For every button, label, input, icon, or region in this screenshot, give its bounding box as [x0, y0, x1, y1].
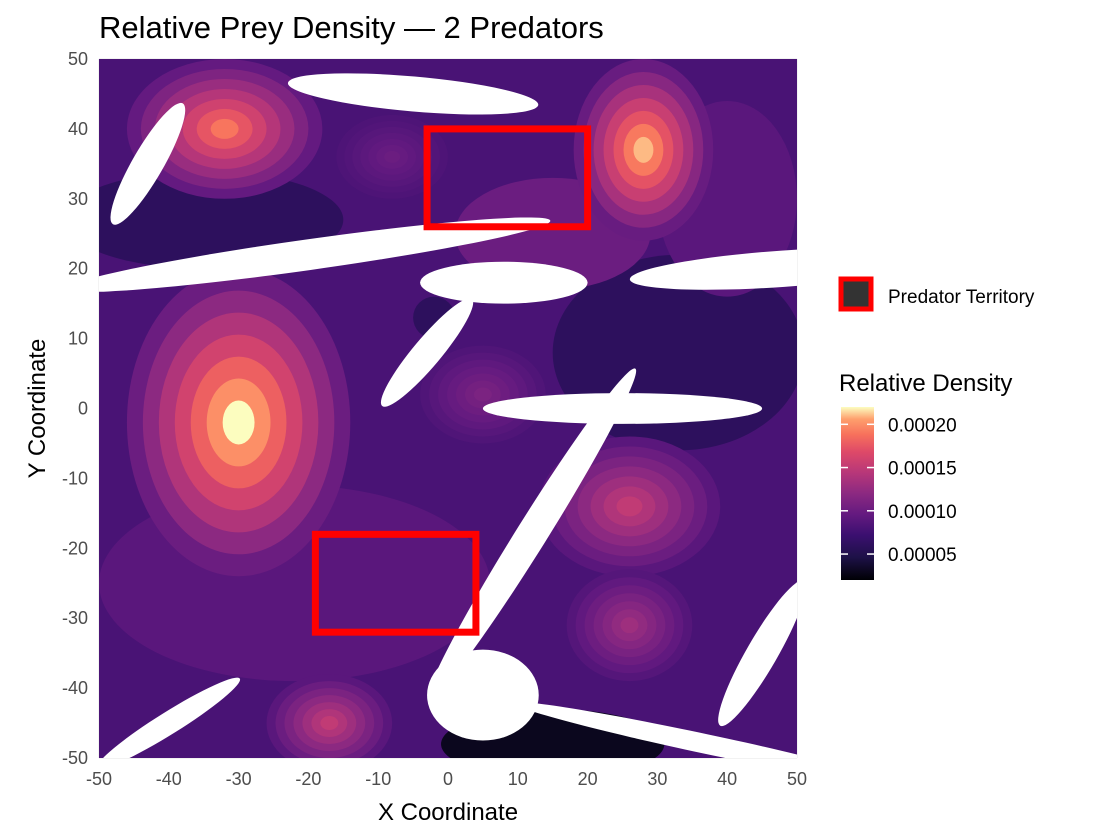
y-tick-label: 20: [68, 259, 88, 279]
x-tick-label: 0: [443, 769, 453, 789]
chart-title: Relative Prey Density — 2 Predators: [99, 10, 604, 45]
predator-territories: [311, 125, 592, 636]
x-tick-label: 40: [717, 769, 737, 789]
y-tick-label: 50: [68, 49, 88, 69]
gap-band: [287, 73, 539, 115]
density-contour: [320, 716, 339, 731]
gap-band: [99, 677, 241, 758]
y-tick-label: 0: [78, 399, 88, 419]
gap-band: [110, 102, 186, 225]
territory-rect: [311, 530, 480, 636]
y-tick-label: -10: [62, 468, 88, 488]
y-tick-label: -40: [62, 678, 88, 698]
territory-key-label: Predator Territory: [888, 287, 1035, 308]
colorbar-tick-label: 0.00015: [888, 459, 957, 480]
density-contour: [210, 118, 239, 139]
density-contour: [384, 150, 401, 163]
gap-band: [427, 368, 637, 701]
colorbar-tick-label: 0.00005: [888, 545, 957, 566]
y-tick-label: 40: [68, 119, 88, 139]
territory-rect: [423, 125, 592, 231]
gap-band: [515, 702, 797, 758]
x-tick-label: -20: [295, 769, 321, 789]
density-contour: [473, 387, 492, 402]
x-tick-label: -40: [156, 769, 182, 789]
y-tick-label: -30: [62, 608, 88, 628]
white-gap-bands: [99, 73, 797, 758]
gap-band: [99, 217, 551, 292]
density-contour: [633, 136, 654, 163]
x-tick-label: -30: [226, 769, 252, 789]
y-axis-title: Y Coordinate: [24, 339, 51, 479]
x-tick-label: -10: [365, 769, 391, 789]
y-tick-label: 30: [68, 189, 88, 209]
x-tick-label: 50: [787, 769, 807, 789]
x-axis-title: X Coordinate: [378, 799, 518, 826]
colorbar-tick-label: 0.00020: [888, 415, 957, 436]
x-tick-label: -50: [86, 769, 112, 789]
colorbar-title: Relative Density: [839, 370, 1012, 397]
y-tick-label: 10: [68, 329, 88, 349]
colorbar-tick-label: 0.00010: [888, 502, 957, 523]
gap-band: [427, 649, 539, 741]
x-tick-label: 30: [647, 769, 667, 789]
territory-key: [838, 276, 874, 312]
axes: -50 -40 -30 -20 -10 0 10 20 30 40 50 -50 -40 -30 -20 -1…: [24, 49, 807, 826]
density-contour: [616, 496, 643, 517]
density-contour: [222, 400, 255, 445]
legend: Predator Territory Relative Density 0.0000…: [838, 276, 1035, 580]
x-tick-label: 20: [578, 769, 598, 789]
colorbar: [841, 407, 874, 580]
y-tick-label: -50: [62, 748, 88, 768]
gap-band: [420, 261, 588, 304]
gap-band: [482, 393, 763, 424]
density-contour: [620, 617, 639, 634]
x-tick-label: 10: [508, 769, 528, 789]
gap-band: [380, 298, 474, 407]
gap-band: [629, 247, 797, 290]
y-tick-label: -20: [62, 538, 88, 558]
gap-band: [718, 580, 797, 727]
